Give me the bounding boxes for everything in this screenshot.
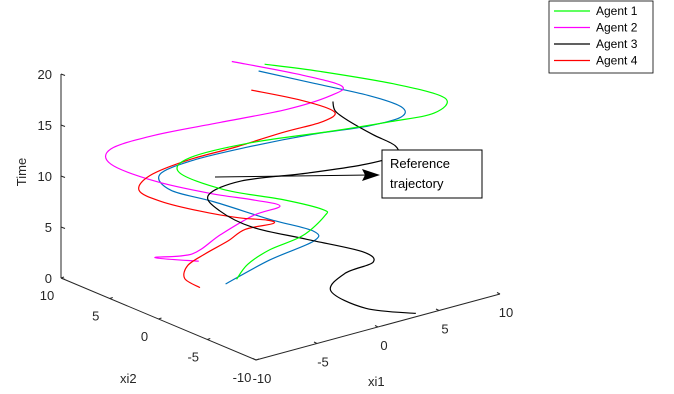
z-tick-mark	[60, 226, 66, 229]
agent-2-line	[104, 60, 344, 262]
x-tick-label: 10	[499, 305, 513, 320]
z-tick-label: 5	[45, 220, 52, 235]
axes	[60, 74, 501, 361]
x-tick-mark	[313, 341, 318, 344]
x-tick-mark	[252, 358, 257, 361]
annotation-text-line1: Reference	[390, 156, 450, 171]
agent-4-line	[138, 89, 336, 289]
z-tick-label: 20	[38, 67, 52, 82]
z-tick-mark	[60, 175, 66, 178]
x-tick-label: -10	[253, 371, 272, 386]
x-tick-mark	[435, 308, 440, 311]
y-tick-mark	[158, 317, 162, 320]
z-axis-label: Time	[14, 158, 29, 186]
legend-label: Agent 2	[596, 21, 638, 35]
annotation-text-line2: trajectory	[390, 176, 444, 191]
x-tick-label: -5	[317, 355, 329, 370]
annotation-arrow-head	[362, 169, 380, 181]
legend: Agent 1 Agent 2 Agent 3 Agent 4	[548, 0, 654, 74]
legend-label: Agent 3	[596, 37, 638, 51]
agent-3-line	[207, 101, 416, 314]
legend-label: Agent 1	[596, 4, 638, 18]
series-lines	[104, 60, 448, 314]
x-tick-label: 0	[380, 338, 387, 353]
y-tick-label: 10	[40, 288, 54, 303]
y-axis-label: xi2	[120, 371, 137, 386]
z-tick-mark	[60, 277, 66, 280]
z-tick-mark	[60, 73, 66, 76]
z-tick-label: 0	[45, 271, 52, 286]
z-tick-label: 10	[38, 169, 52, 184]
legend-label: Agent 4	[596, 54, 638, 68]
x-axis-label: xi1	[368, 374, 385, 389]
x-tick-mark	[496, 292, 501, 295]
agent-1-line	[176, 63, 448, 280]
ticks: -10 -5 0 5 10 -10 -5 0 5 10 0 5 10 15 20	[38, 67, 514, 386]
y-tick-label: -5	[187, 350, 199, 365]
annotation-box	[381, 149, 483, 199]
x-tick-label: 5	[441, 322, 448, 337]
x-tick-mark	[374, 325, 379, 328]
y-tick-mark	[207, 338, 211, 340]
y-tick-mark	[109, 297, 113, 299]
y-tick-label: 0	[141, 329, 148, 344]
y-tick-label: 5	[92, 309, 99, 324]
y-tick-label: -10	[233, 370, 252, 385]
reference-trajectory-line	[158, 70, 406, 285]
z-tick-mark	[60, 124, 66, 127]
y-tick-mark	[255, 358, 260, 361]
z-tick-label: 15	[38, 118, 52, 133]
reference-annotation: Reference trajectory	[214, 149, 483, 199]
annotation-arrow-line	[214, 174, 371, 178]
